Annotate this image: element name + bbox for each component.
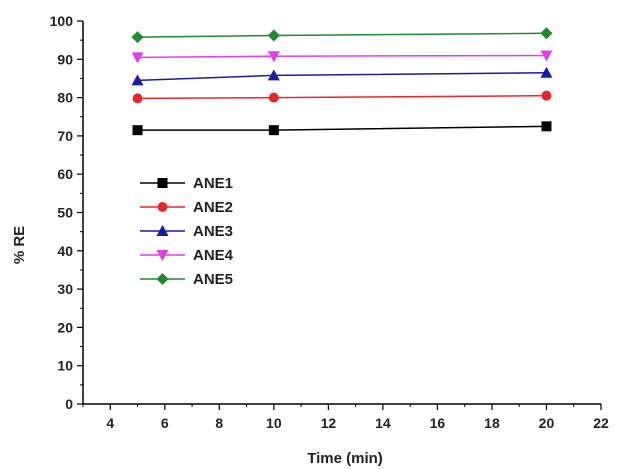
legend-label: ANE3 bbox=[193, 223, 233, 240]
y-tick-label: 0 bbox=[65, 396, 73, 412]
legend-marker bbox=[156, 225, 169, 236]
x-tick-label: 14 bbox=[375, 415, 391, 431]
data-point bbox=[132, 93, 143, 104]
series-line bbox=[137, 32, 547, 38]
y-axis-title: % RE bbox=[11, 226, 28, 264]
series-ane5 bbox=[131, 27, 553, 44]
x-tick-label: 4 bbox=[106, 415, 114, 431]
legend-marker bbox=[157, 178, 168, 188]
series-line bbox=[137, 125, 547, 131]
legend-marker bbox=[156, 250, 169, 261]
data-point bbox=[540, 50, 553, 62]
y-tick-label: 20 bbox=[57, 319, 73, 335]
legend-item: ANE5 bbox=[140, 271, 233, 288]
y-tick-label: 90 bbox=[57, 51, 73, 67]
series-ane3 bbox=[131, 66, 553, 86]
legend-label: ANE1 bbox=[193, 175, 233, 192]
data-point bbox=[541, 121, 552, 132]
x-tick-label: 10 bbox=[266, 415, 282, 431]
data-point bbox=[268, 125, 279, 136]
legend-marker bbox=[157, 202, 168, 212]
data-point bbox=[268, 92, 279, 103]
x-tick-label: 12 bbox=[321, 415, 337, 431]
x-tick-label: 22 bbox=[593, 415, 609, 431]
y-tick-label: 60 bbox=[57, 166, 73, 182]
data-point bbox=[267, 29, 280, 42]
legend-marker bbox=[156, 273, 169, 285]
legend-label: ANE2 bbox=[193, 199, 233, 216]
data-point bbox=[267, 69, 280, 81]
x-tick-label: 20 bbox=[539, 415, 555, 431]
legend-item: ANE3 bbox=[140, 223, 233, 240]
x-tick-label: 8 bbox=[215, 415, 223, 431]
y-tick-label: 80 bbox=[57, 90, 73, 106]
y-tick-label: 100 bbox=[50, 13, 74, 29]
legend-item: ANE1 bbox=[140, 175, 233, 192]
series-layer bbox=[131, 27, 553, 136]
x-tick-label: 6 bbox=[161, 415, 169, 431]
y-tick-label: 10 bbox=[57, 358, 73, 374]
y-tick-label: 40 bbox=[57, 243, 73, 259]
series-ane4 bbox=[131, 50, 553, 64]
data-point bbox=[131, 74, 144, 86]
data-point bbox=[267, 51, 280, 63]
legend-item: ANE2 bbox=[140, 199, 233, 216]
series-ane2 bbox=[132, 90, 552, 104]
legend-label: ANE5 bbox=[193, 271, 233, 288]
series-line bbox=[137, 94, 547, 100]
y-tick-label: 70 bbox=[57, 128, 73, 144]
axes: 4 6 8 10 12 14 16 18 20 22 0 10 20 30 40 50 60 70 80 90 100 bbox=[50, 13, 609, 431]
data-point bbox=[540, 27, 553, 40]
legend-label: ANE4 bbox=[193, 247, 234, 264]
series-line bbox=[137, 54, 547, 59]
series-line bbox=[137, 71, 547, 82]
y-tick-label: 30 bbox=[57, 281, 73, 297]
data-point bbox=[541, 90, 552, 101]
data-point bbox=[540, 66, 553, 78]
x-tick-label: 18 bbox=[484, 415, 500, 431]
data-point bbox=[131, 52, 144, 64]
x-axis-title: Time (min) bbox=[307, 450, 383, 467]
series-ane1 bbox=[132, 121, 552, 136]
legend-item: ANE4 bbox=[140, 247, 234, 264]
y-tick-label: 50 bbox=[57, 205, 73, 221]
x-tick-label: 16 bbox=[430, 415, 446, 431]
data-point bbox=[131, 31, 144, 44]
data-point bbox=[132, 125, 143, 136]
legend: ANE1 ANE2 ANE3 ANE4 ANE5 bbox=[140, 175, 234, 288]
